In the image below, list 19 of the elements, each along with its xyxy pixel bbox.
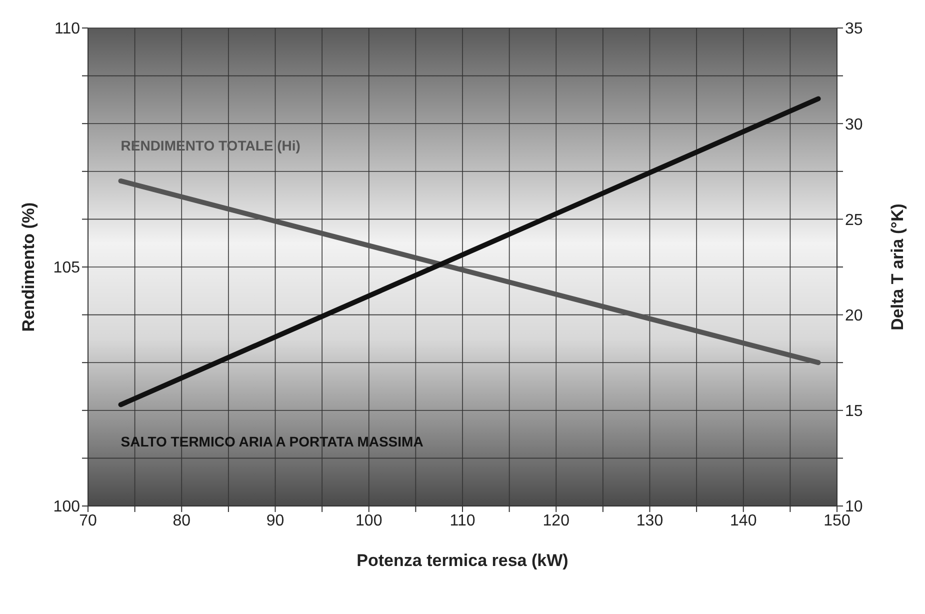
y-tick-label: 100 [53, 498, 80, 516]
x-tick-label: 70 [79, 512, 97, 530]
x-tick-label: 100 [356, 512, 382, 530]
y-axis-title: Rendimento (%) [19, 202, 38, 332]
x-tick-label: 140 [730, 512, 757, 530]
y2-axis-title: Delta T aria (°K) [888, 204, 908, 330]
x-axis-title: Potenza termica resa (kW) [356, 551, 568, 570]
x-tick-label: 90 [266, 512, 284, 530]
y2-tick-label: 15 [845, 403, 863, 420]
y2-tick-label: 35 [845, 20, 863, 38]
x-tick-label: 110 [450, 512, 476, 530]
y2-tick-label: 30 [845, 116, 863, 134]
y2-tick-label: 20 [845, 307, 863, 324]
x-tick-label: 130 [636, 512, 664, 530]
y-tick-label: 110 [54, 20, 80, 38]
y2-tick-label: 25 [845, 212, 863, 229]
y-tick-label: 105 [53, 260, 80, 277]
x-tick-label: 80 [172, 512, 191, 530]
x-tick-label: 120 [542, 512, 570, 530]
